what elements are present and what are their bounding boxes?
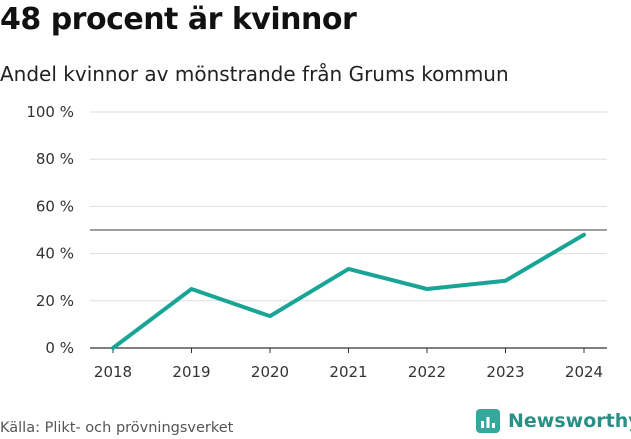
y-tick-label: 0 % [45,339,74,357]
x-tick-label: 2019 [172,363,210,381]
y-tick-label: 40 % [36,245,74,263]
data-point [426,288,428,290]
brand-logo: Newsworthy [476,408,631,434]
y-tick-label: 100 % [26,103,74,121]
line-chart: 0 % 20 % 40 % 60 % 80 % 100 % 2018 2019 2020 202… [26,103,607,381]
data-point [269,315,271,317]
y-tick-label: 20 % [36,292,74,310]
x-tick-label: 2022 [408,363,446,381]
data-point [191,288,192,290]
series-line [111,232,586,350]
x-tick-label: 2023 [486,363,524,381]
data-point [112,347,114,349]
x-tick-label: 2021 [329,363,367,381]
data-point [505,280,506,282]
x-axis-labels: 2018 2019 2020 2021 2022 2023 2024 [94,348,603,381]
source-note: Källa: Plikt- och prövningsverket [0,420,234,436]
series-group [111,232,586,350]
y-axis-labels: 0 % 20 % 40 % 60 % 80 % 100 % [26,103,74,357]
y-tick-label: 80 % [36,150,74,168]
x-tick-label: 2024 [565,363,603,381]
data-point [348,268,349,270]
bar-chart-icon [476,409,500,433]
y-tick-label: 60 % [36,197,74,215]
data-point [583,234,585,236]
chart-title: 48 procent är kvinnor [0,2,357,37]
x-tick-label: 2018 [94,363,132,381]
brand-name: Newsworthy [508,410,631,432]
x-tick-label: 2020 [251,363,289,381]
chart-subtitle: Andel kvinnor av mönstrande från Grums k… [0,62,509,86]
